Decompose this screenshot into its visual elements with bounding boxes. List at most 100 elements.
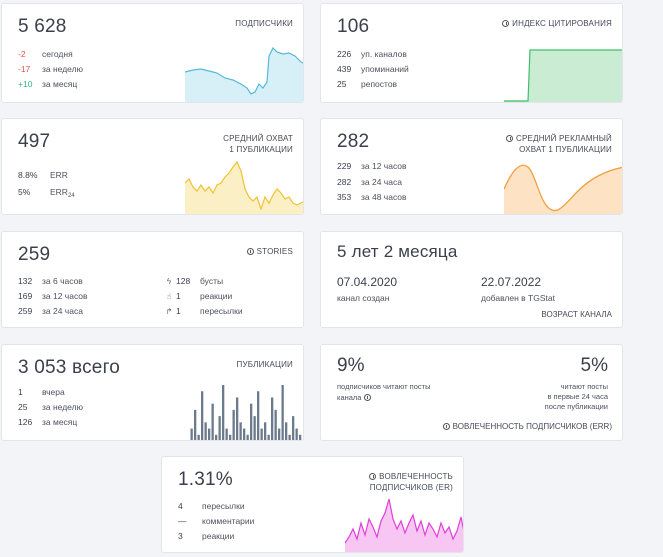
added-label: добавлен в TGStat	[481, 293, 555, 303]
publication-bar	[239, 422, 242, 440]
stories-card[interactable]: 259 STORIES 132 за 6 часов 169 за 12 часов…	[1, 231, 304, 328]
publication-bar	[264, 422, 267, 440]
publication-bar	[197, 434, 200, 440]
publication-bar	[274, 409, 277, 440]
publication-bar	[260, 428, 263, 440]
publications-count: 3 053 всего	[18, 357, 121, 378]
adreach-count: 282	[337, 131, 370, 152]
channel-age-card[interactable]: 5 лет 2 месяца 07.04.2020 канал создан 2…	[320, 231, 623, 328]
publication-bar	[281, 385, 284, 440]
stat-row: 259 за 24 часа	[18, 306, 83, 316]
stat-row: +10 за месяц	[18, 79, 78, 89]
reach-card[interactable]: 497 СРЕДНИЙ ОХВАТ 1 ПУБЛИКАЦИИ 8.8% ERR 5%…	[1, 118, 304, 215]
stat-row: 25 репостов	[337, 79, 398, 89]
adreach-title: СРЕДНИЙ РЕКЛАМНЫЙ ОХВАТ 1 ПУБЛИКАЦИИ	[506, 133, 612, 155]
stat-row: 25 за неделю	[18, 402, 83, 412]
publication-bar	[250, 403, 253, 440]
stat-row: 439 упоминаний	[337, 64, 409, 74]
stat-row: 229 за 12 часов	[337, 161, 407, 171]
stories-title: STORIES	[246, 246, 293, 257]
citation-card[interactable]: 106 ИНДЕКС ЦИТИРОВАНИЯ 226 уп. каналов 43…	[320, 3, 623, 103]
stat-row: -2 сегодня	[18, 49, 73, 59]
info-icon	[502, 20, 510, 27]
citation-count: 106	[337, 16, 370, 37]
publication-bar	[211, 403, 214, 440]
boosts-row: ϟ 128 бусты	[162, 276, 223, 286]
publication-bar	[204, 422, 207, 440]
citation-sparkline	[504, 49, 622, 102]
reach-title: СРЕДНИЙ ОХВАТ 1 ПУБЛИКАЦИИ	[223, 134, 293, 154]
stat-row: 282 за 24 часа	[337, 177, 402, 187]
stat-row: 226 уп. каналов	[337, 49, 407, 59]
subscribers-sparkline	[185, 46, 303, 102]
publications-card[interactable]: 3 053 всего ПУБЛИКАЦИИ 1 вчера 25 за недел…	[1, 344, 304, 441]
er-card[interactable]: 1.31% ВОВЛЕЧЕННОСТЬ ПОДПИСЧИКОВ (ER) 4 пер…	[161, 456, 464, 553]
publication-bar	[253, 416, 256, 440]
publication-bar	[295, 428, 298, 440]
lightning-icon: ϟ	[166, 277, 172, 286]
stat-row: 1 вчера	[18, 387, 65, 397]
info-icon	[246, 248, 254, 255]
publication-bar	[278, 428, 281, 440]
publication-bar	[243, 428, 246, 440]
publication-bar	[257, 391, 260, 440]
stat-row: 353 за 48 часов	[337, 192, 407, 202]
engagement-pct-24h: 5%	[580, 355, 608, 376]
stories-count: 259	[18, 244, 51, 265]
channel-age-value: 5 лет 2 месяца	[337, 242, 458, 261]
er-title: ВОВЛЕЧЕННОСТЬ ПОДПИСЧИКОВ (ER)	[369, 472, 453, 492]
reach-sparkline	[185, 160, 303, 214]
publication-bar	[225, 428, 228, 440]
publication-bar	[232, 409, 235, 440]
err-row: 8.8% ERR	[18, 170, 68, 180]
added-date: 22.07.2022	[481, 275, 542, 289]
adreach-card[interactable]: 282 СРЕДНИЙ РЕКЛАМНЫЙ ОХВАТ 1 ПУБЛИКАЦИИ …	[320, 118, 623, 215]
publication-bar	[218, 416, 221, 440]
created-label: канал создан	[337, 293, 390, 303]
publication-bar	[201, 391, 204, 440]
er-value: 1.31%	[178, 469, 233, 490]
info-icon[interactable]	[363, 394, 371, 401]
publication-bar	[285, 422, 288, 440]
reach-count: 497	[18, 131, 51, 152]
share-icon: ↱	[165, 307, 173, 316]
publication-bar	[246, 434, 249, 440]
citation-title: ИНДЕКС ЦИТИРОВАНИЯ	[502, 18, 612, 29]
stat-row: 132 за 6 часов	[18, 276, 83, 286]
engagement-text-total: подписчиков читают посты канала	[337, 382, 431, 402]
thumbs-up-icon: ☝	[166, 292, 172, 301]
subscribers-count: 5 628	[18, 16, 67, 37]
publication-bar	[236, 397, 239, 440]
publications-title: ПУБЛИКАЦИИ	[236, 360, 293, 369]
subscribers-card[interactable]: 5 628 ПОДПИСЧИКИ -2 сегодня -17 за неделю …	[1, 3, 304, 103]
reactions-row: ☝ 1 реакции	[162, 291, 233, 301]
info-icon	[369, 473, 377, 480]
publication-bar	[190, 428, 193, 440]
engagement-card[interactable]: 9% подписчиков читают посты канала 5% чит…	[320, 344, 623, 441]
engagement-text-24h: читают посты в первые 24 часа после публик…	[544, 382, 608, 411]
stat-row: 4 пересылки	[178, 501, 245, 511]
stat-row: 126 за месяц	[18, 417, 78, 427]
publication-bar	[299, 434, 302, 440]
er-sparkline	[345, 498, 463, 552]
engagement-pct-total: 9%	[337, 355, 365, 376]
publication-bar	[288, 434, 291, 440]
channel-age-title: ВОЗРАСТ КАНАЛА	[541, 310, 612, 319]
publication-bar	[222, 385, 225, 440]
publication-bar	[208, 428, 211, 440]
publication-bar	[271, 397, 274, 440]
publication-bar	[229, 434, 232, 440]
shares-row: ↱ 1 пересылки	[162, 306, 243, 316]
publications-bar-chart	[190, 385, 302, 440]
engagement-title: ВОВЛЕЧЕННОСТЬ ПОДПИСЧИКОВ (ERR)	[442, 421, 612, 432]
info-icon	[506, 135, 514, 142]
publication-bar	[267, 434, 270, 440]
stat-row: — комментарии	[178, 516, 255, 526]
stat-row: 169 за 12 часов	[18, 291, 88, 301]
info-icon	[442, 423, 450, 430]
stat-row: -17 за неделю	[18, 64, 83, 74]
publication-bar	[292, 416, 295, 440]
err24-row: 5% ERR24	[18, 187, 75, 199]
stat-row: 3 реакции	[178, 531, 235, 541]
publication-bar	[194, 409, 197, 440]
